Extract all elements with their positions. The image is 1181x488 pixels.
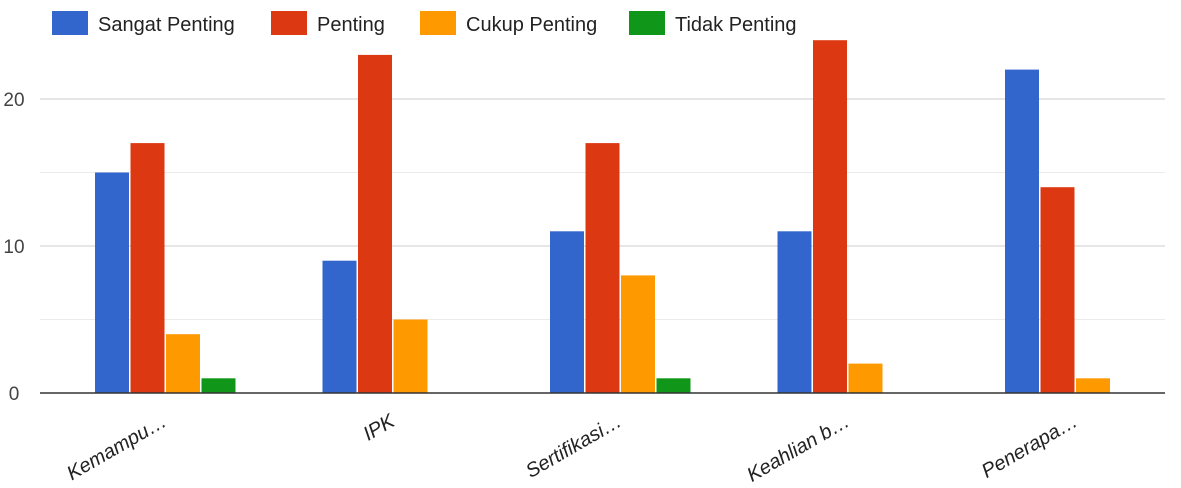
bar-cukup-penting[interactable] [166,334,200,393]
x-category-label: Keahlian b… [743,410,853,486]
x-category-label: Kemampu… [63,410,170,485]
y-tick-label: 20 [3,90,24,111]
legend-item-cukup-penting[interactable]: Cukup Penting [420,11,597,36]
bar-sangat-penting[interactable] [777,231,812,393]
bars [95,40,1110,394]
bar-cukup-penting[interactable] [393,319,428,394]
bar-penting[interactable] [1040,187,1075,393]
bar-penting[interactable] [813,40,847,393]
bar-penting[interactable] [130,143,165,393]
x-category-label: Sertifikasi… [522,410,625,482]
legend-swatch [52,11,88,35]
legend-item-sangat-penting[interactable]: Sangat Penting [52,11,235,36]
y-axis-ticks: 0 10 20 [3,90,24,405]
bar-cukup-penting[interactable] [621,275,655,393]
legend-label: Cukup Penting [466,14,597,36]
legend-swatch [420,11,456,35]
legend-swatch [271,11,307,35]
x-category-label: IPK [360,409,400,445]
x-category-label: Penerapa… [978,410,1081,482]
legend-label: Penting [317,14,385,36]
legend-swatch [629,11,665,35]
bar-sangat-penting[interactable] [95,172,129,394]
bar-cukup-penting[interactable] [1076,378,1110,393]
y-tick-label: 0 [9,384,20,405]
bar-tidak-penting[interactable] [201,378,236,393]
bar-sangat-penting[interactable] [550,231,584,393]
bar-penting[interactable] [358,54,392,394]
legend-item-tidak-penting[interactable]: Tidak Penting [629,11,797,36]
bar-cukup-penting[interactable] [848,363,883,393]
legend-item-penting[interactable]: Penting [271,11,385,36]
bar-sangat-penting[interactable] [322,260,357,393]
bar-sangat-penting[interactable] [1005,69,1039,393]
legend: Sangat Penting Penting Cukup Penting Tidak … [52,11,797,36]
legend-label: Tidak Penting [675,14,797,36]
bar-tidak-penting[interactable] [656,378,691,393]
bar-penting[interactable] [585,143,620,393]
x-axis-labels: Kemampu… IPK Sertifikasi… Keahlian b… Penera… [63,409,1081,486]
legend-label: Sangat Penting [98,14,235,36]
y-tick-label: 10 [3,237,24,258]
